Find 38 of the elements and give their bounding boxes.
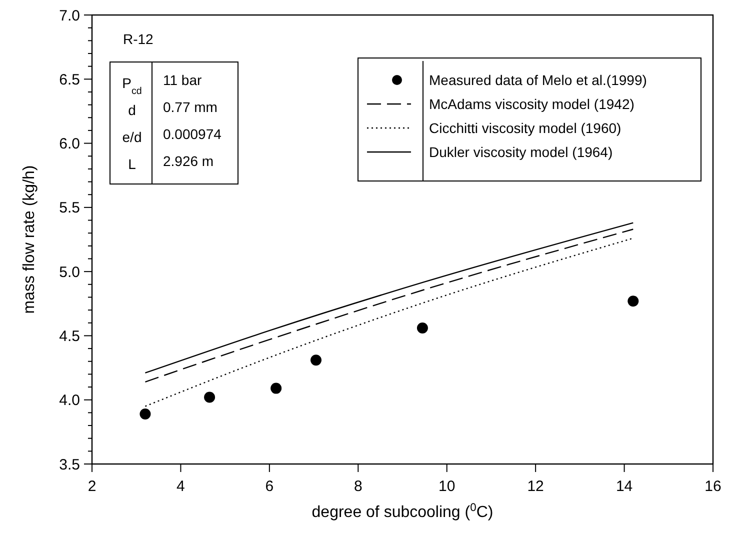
y-tick-label: 4.5 xyxy=(59,328,80,345)
x-tick-label: 14 xyxy=(616,478,633,495)
y-tick-label: 3.5 xyxy=(59,456,80,474)
x-tick-label: 16 xyxy=(704,478,722,495)
annotation: R-12 xyxy=(123,31,154,47)
point xyxy=(140,408,151,420)
point xyxy=(416,322,428,334)
x-tick-label: 8 xyxy=(354,478,362,495)
y-tick-label: 4.0 xyxy=(59,392,80,410)
annotation: 0.000974 xyxy=(163,126,222,142)
legend-label: Measured data of Melo et al.(1999) xyxy=(429,72,647,88)
x-axis-title: degree of subcooling ($^{0}$C) xyxy=(312,502,494,521)
point xyxy=(310,354,322,366)
line-series xyxy=(144,238,634,407)
y-axis-title: mass flow rate (kg/h) xyxy=(21,165,38,314)
y-tick-label: 6.0 xyxy=(59,136,80,153)
annotation: e/d xyxy=(122,128,142,145)
y-tick-label: 6.5 xyxy=(59,71,80,88)
x-tick-label: 12 xyxy=(527,478,544,495)
annotation: 11 bar xyxy=(163,72,202,88)
legend-label: Cicchitti viscosity model (1960) xyxy=(429,120,622,136)
x-tick-label: 2 xyxy=(88,478,96,495)
annotation: L xyxy=(128,156,136,172)
y-tick-label: 5.5 xyxy=(59,200,80,217)
point xyxy=(628,296,639,307)
point xyxy=(270,382,282,394)
y-tick-label: 5.0 xyxy=(59,264,80,281)
annotation: d xyxy=(128,102,136,118)
point xyxy=(204,392,216,403)
annotation: 2.926 m xyxy=(163,152,214,169)
y-tick-label: 7.0 xyxy=(59,7,80,24)
x-tick-label: 10 xyxy=(438,478,456,495)
x-tick-label: 6 xyxy=(265,478,274,495)
legend-label: Dukler viscosity model (1964) xyxy=(429,144,613,160)
x-tick-label: 4 xyxy=(176,478,185,495)
annotation: 0.77 mm xyxy=(163,98,218,115)
legend-label: McAdams viscosity model (1942) xyxy=(429,96,634,112)
annotation: P$_{cd}$ xyxy=(122,74,142,96)
